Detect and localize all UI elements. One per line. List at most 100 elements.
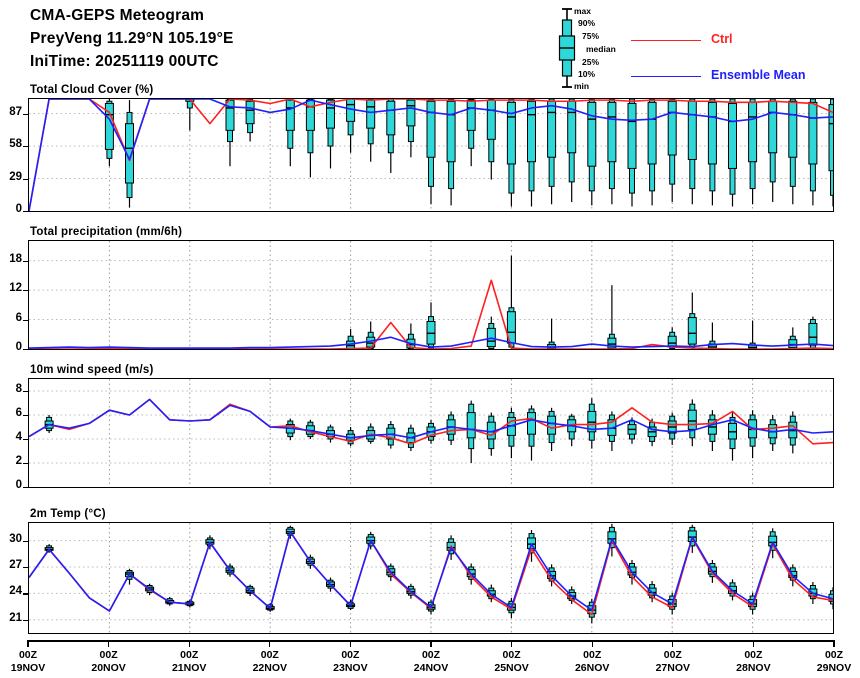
x-tick-date-2: 21NOV xyxy=(171,661,207,674)
x-tick-date-0: 19NOV xyxy=(10,661,46,674)
y-tick-mark-temp-2m-1 xyxy=(23,593,28,595)
legend-label-min: min xyxy=(574,81,590,91)
y-tick-label-temp-2m-0: 21 xyxy=(9,611,22,624)
x-tick-time-7: 00Z xyxy=(583,649,602,661)
x-tick-time-0: 00Z xyxy=(18,649,38,661)
boxplot-legend-icon xyxy=(558,8,576,88)
x-tick-mark-2 xyxy=(188,640,190,647)
header-block: CMA-GEPS Meteogram PreyVeng 11.29°N 105.… xyxy=(30,4,234,73)
panel-title-wind-speed-10m: 10m wind speed (m/s) xyxy=(30,364,154,376)
x-tick-time-10: 00Z xyxy=(824,649,844,661)
y-tick-label-wind-speed-10m-0: 0 xyxy=(15,479,22,491)
x-tick-mark-5 xyxy=(430,640,432,647)
x-tick-time-3: 00Z xyxy=(260,649,279,661)
panel-title-temp-2m: 2m Temp (°C) xyxy=(30,508,106,520)
y-tick-mark-total-cloud-cover-0 xyxy=(23,211,28,213)
x-tick-date-4: 23NOV xyxy=(333,661,368,674)
y-tick-mark-wind-speed-10m-2 xyxy=(23,439,28,441)
x-tick-date-10: 29NOV xyxy=(816,661,852,674)
plot-svg-wind-speed-10m xyxy=(29,379,833,487)
y-tick-label-total-cloud-cover-1: 29 xyxy=(9,170,22,183)
y-tick-mark-total-cloud-cover-2 xyxy=(23,146,28,148)
plot-area-total-cloud-cover xyxy=(28,98,834,212)
y-tick-label-total-cloud-cover-2: 58 xyxy=(9,138,22,151)
x-tick-time-6: 00Z xyxy=(502,649,521,661)
y-tick-mark-total-precipitation-2 xyxy=(23,290,28,292)
x-tick-label-9: 00Z 28NOV xyxy=(723,649,783,674)
y-tick-label-wind-speed-10m-1: 2 xyxy=(15,455,22,467)
x-tick-time-2: 00Z xyxy=(180,649,199,661)
y-tick-mark-total-precipitation-1 xyxy=(23,319,28,321)
x-tick-date-7: 26NOV xyxy=(574,661,610,674)
x-tick-date-8: 27NOV xyxy=(655,661,691,674)
x-tick-label-8: 00Z 27NOV xyxy=(643,649,703,674)
x-tick-mark-3 xyxy=(269,640,271,647)
plot-svg-total-cloud-cover xyxy=(29,99,833,211)
y-tick-label-temp-2m-1: 24 xyxy=(9,585,22,598)
plot-svg-temp-2m xyxy=(29,523,833,633)
x-axis: 00Z 19NOV 00Z 20NOV 00Z 21NOV 00Z 22NOV 00Z 23NOV… xyxy=(11,640,851,678)
x-tick-time-8: 00Z xyxy=(663,649,682,661)
legend-mean-label: Ensemble Mean xyxy=(711,68,806,82)
station-location: PreyVeng 11.29°N 105.19°E xyxy=(30,30,234,47)
y-tick-label-total-cloud-cover-0: 0 xyxy=(15,203,22,215)
legend-label-max: max xyxy=(574,6,592,16)
y-tick-mark-total-precipitation-0 xyxy=(23,349,28,351)
legend-ctrl-line xyxy=(631,40,701,41)
x-tick-mark-7 xyxy=(591,640,593,647)
x-tick-date-5: 24NOV xyxy=(413,661,449,674)
y-tick-mark-wind-speed-10m-1 xyxy=(23,463,28,465)
y-tick-mark-wind-speed-10m-3 xyxy=(23,415,28,417)
x-tick-mark-10 xyxy=(833,640,835,647)
x-tick-date-3: 22NOV xyxy=(252,661,288,674)
x-tick-mark-0 xyxy=(27,640,29,647)
y-tick-mark-total-cloud-cover-3 xyxy=(23,113,28,115)
y-tick-label-temp-2m-2: 27 xyxy=(9,559,22,571)
legend-label-median: median xyxy=(586,44,616,54)
legend-ctrl-label: Ctrl xyxy=(711,32,733,46)
x-tick-date-1: 20NOV xyxy=(91,661,126,674)
plot-svg-total-precipitation xyxy=(29,241,833,349)
y-tick-mark-temp-2m-2 xyxy=(23,567,28,569)
plot-area-wind-speed-10m xyxy=(28,378,834,488)
y-tick-mark-wind-speed-10m-0 xyxy=(23,487,28,489)
x-tick-mark-1 xyxy=(107,640,110,647)
x-tick-mark-4 xyxy=(349,640,352,647)
y-tick-label-total-precipitation-1: 6 xyxy=(15,311,22,324)
x-tick-time-5: 00Z xyxy=(421,649,441,661)
y-tick-mark-temp-2m-0 xyxy=(23,619,28,622)
y-tick-label-wind-speed-10m-3: 6 xyxy=(15,407,22,419)
legend-label-p25: 25% xyxy=(582,57,600,67)
x-tick-date-9: 28NOV xyxy=(736,661,771,674)
x-tick-label-1: 00Z 20NOV xyxy=(79,649,139,674)
x-tick-label-2: 00Z 21NOV xyxy=(159,649,219,674)
legend-label-p90: 90% xyxy=(578,18,596,28)
plot-area-total-precipitation xyxy=(28,240,834,350)
y-tick-label-total-cloud-cover-3: 87 xyxy=(9,105,22,118)
y-tick-mark-temp-2m-3 xyxy=(23,540,28,542)
x-tick-label-3: 00Z 22NOV xyxy=(240,649,300,674)
panel-title-total-cloud-cover: Total Cloud Cover (%) xyxy=(30,84,154,96)
x-tick-label-0: 00Z 19NOV xyxy=(0,649,58,674)
y-tick-mark-total-cloud-cover-1 xyxy=(23,178,28,180)
legend-label-p10: 10% xyxy=(578,69,596,79)
x-tick-time-9: 00Z xyxy=(744,649,763,661)
init-time: IniTime: 20251119 00UTC xyxy=(30,53,219,70)
x-tick-label-4: 00Z 23NOV xyxy=(320,649,380,674)
x-tick-date-6: 25NOV xyxy=(494,661,529,674)
y-tick-label-total-precipitation-3: 18 xyxy=(9,252,22,265)
x-tick-label-7: 00Z 26NOV xyxy=(562,649,622,674)
y-tick-mark-wind-speed-10m-4 xyxy=(23,391,28,393)
x-tick-time-4: 00Z xyxy=(341,649,360,661)
page-title: CMA-GEPS Meteogram xyxy=(30,7,205,24)
plot-area-temp-2m xyxy=(28,522,834,634)
y-tick-label-wind-speed-10m-4: 8 xyxy=(15,383,22,395)
panel-title-total-precipitation: Total precipitation (mm/6h) xyxy=(30,226,183,238)
y-tick-label-total-precipitation-0: 0 xyxy=(15,341,22,353)
x-tick-label-6: 00Z 25NOV xyxy=(482,649,542,674)
legend-label-p75: 75% xyxy=(582,31,600,41)
legend: max 90% 75% median 25% 10% min Ctrl Ense… xyxy=(548,2,848,94)
x-tick-mark-6 xyxy=(510,640,513,647)
x-tick-label-5: 00Z 24NOV xyxy=(401,649,461,674)
y-tick-mark-total-precipitation-3 xyxy=(23,260,28,262)
